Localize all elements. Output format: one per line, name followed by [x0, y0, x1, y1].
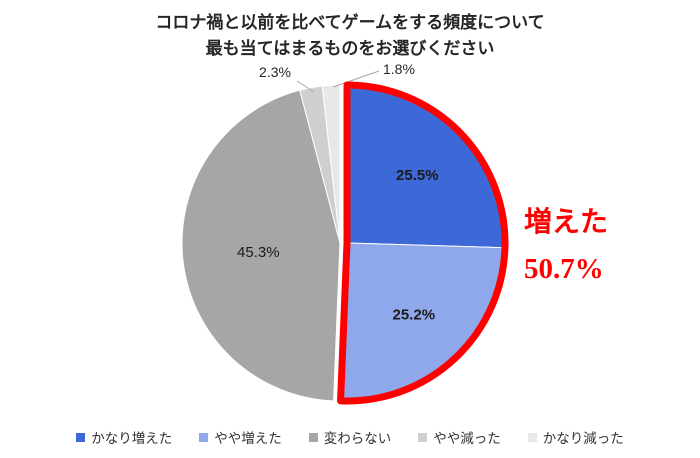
data-label-0: 25.5% — [396, 167, 439, 184]
highlight-outline — [337, 81, 509, 405]
legend-label: 変わらない — [323, 431, 392, 446]
data-label-2: 45.3% — [237, 244, 280, 261]
highlight-annotation: 増えた 50.7% — [524, 206, 608, 286]
pie-slice-2 — [181, 89, 341, 402]
legend-item-1: やや増えた — [199, 427, 282, 447]
highlight-label: 増えた — [524, 207, 609, 238]
legend-label: かなり増えた — [91, 431, 173, 446]
data-label-4: 1.8% — [383, 61, 415, 77]
data-label-1: 25.2% — [393, 307, 436, 324]
legend: かなり増えた やや増えた 変わらない やや減った かなり減った — [0, 427, 700, 447]
highlight-value: 50.7% — [524, 252, 604, 285]
data-label-3: 2.3% — [259, 64, 291, 80]
legend-item-4: かなり減った — [527, 427, 624, 447]
legend-item-2: 変わらない — [308, 427, 392, 447]
chart-title: コロナ禍と以前を比べてゲームをする頻度について 最も当てはまるものをお選びくださ… — [0, 10, 700, 61]
legend-label: やや減った — [433, 431, 501, 446]
legend-swatch — [76, 432, 86, 442]
leader-line-3 — [296, 80, 315, 93]
legend-label: やや増えた — [214, 431, 282, 446]
chart-title-line1: コロナ禍と以前を比べてゲームをする頻度について — [155, 13, 545, 32]
legend-swatch — [527, 432, 537, 442]
legend-swatch — [308, 432, 318, 442]
legend-label: かなり減った — [542, 431, 624, 446]
legend-swatch — [199, 432, 209, 442]
legend-swatch — [418, 432, 428, 442]
leader-line-4 — [332, 70, 380, 88]
chart-title-line2: 最も当てはまるものをお選びください — [205, 38, 495, 58]
legend-item-3: やや減った — [418, 427, 501, 447]
legend-item-0: かなり増えた — [76, 427, 172, 447]
